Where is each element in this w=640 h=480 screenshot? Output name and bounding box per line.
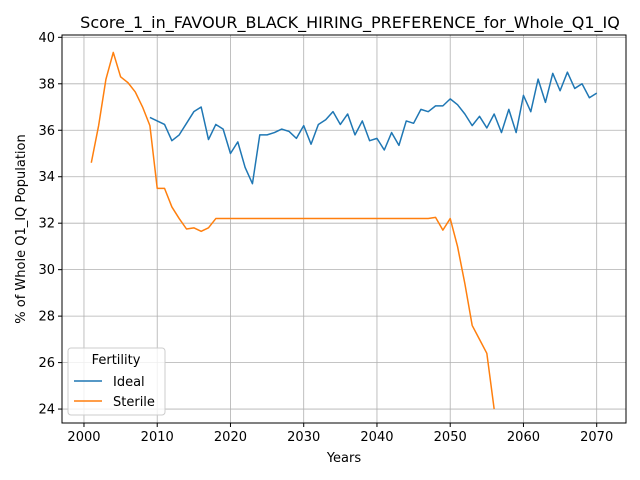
y-tick-label: 24 [38,403,55,418]
x-tick-label: 2040 [360,430,393,445]
legend-label-ideal: Ideal [113,375,145,390]
y-tick-label: 34 [38,170,55,185]
legend-box [67,347,166,416]
x-axis-label: Years [326,451,362,466]
x-tick-label: 2010 [141,430,174,445]
legend: Fertility Ideal Sterile [67,347,166,416]
plot-frame [61,34,627,424]
legend-title: Fertility [92,353,141,368]
y-axis-label: % of Whole Q1_IQ Population [14,134,29,323]
y-tick-label: 40 [38,31,55,46]
x-tick-label: 2020 [214,430,247,445]
y-tick-label: 30 [38,263,55,278]
series-line-sterile [90,51,495,410]
x-tick-label: 2030 [287,430,320,445]
series-line-ideal [149,71,598,185]
y-tick-label: 32 [38,217,55,232]
x-tick-label: 2000 [67,430,100,445]
x-axis-ticks: 2000 2010 2020 2030 2040 2050 2060 2070 [67,423,613,445]
y-tick-label: 28 [38,310,55,325]
y-tick-label: 38 [38,77,55,92]
legend-label-sterile: Sterile [113,395,155,410]
x-tick-label: 2060 [507,430,540,445]
chart-title: Score_1_in_FAVOUR_BLACK_HIRING_PREFERENC… [80,13,620,33]
series-lines [90,51,598,410]
y-tick-label: 36 [38,124,55,139]
y-axis-ticks: 24 26 28 30 32 34 36 38 40 [38,31,62,418]
x-tick-label: 2050 [434,430,467,445]
x-tick-label: 2070 [580,430,613,445]
y-tick-label: 26 [38,356,55,371]
